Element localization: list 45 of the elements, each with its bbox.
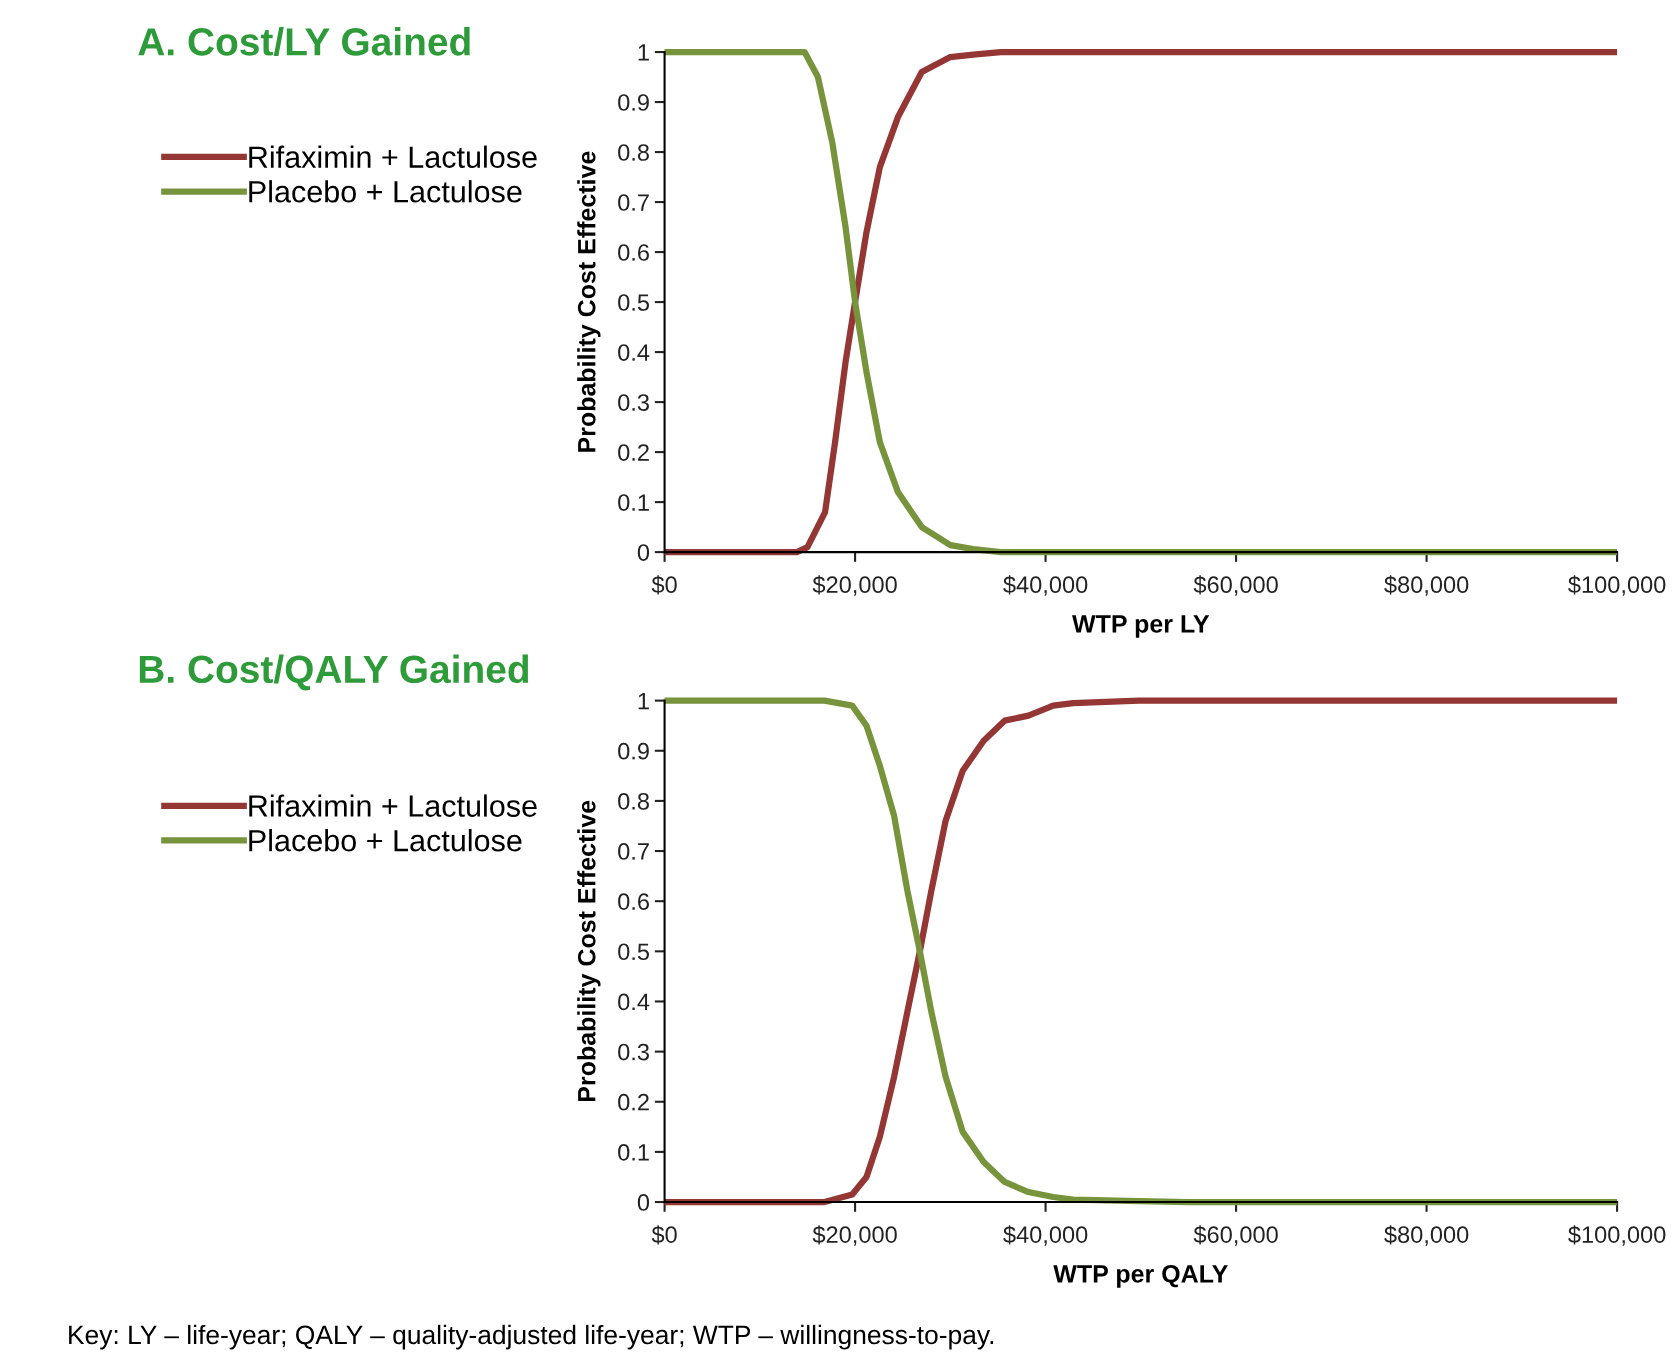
y-tick-label: 0.8 <box>618 144 649 161</box>
y-tick-label: 0.6 <box>618 244 649 261</box>
x-tick-label: $60,000 <box>1193 1225 1278 1246</box>
y-tick-label: 0.3 <box>618 1043 649 1061</box>
x-tick-label: $60,000 <box>1193 575 1278 596</box>
y-tick-label: 0.1 <box>618 1143 649 1161</box>
y-tick-label: 1 <box>638 692 649 710</box>
x-tick-label: $20,000 <box>812 1225 897 1246</box>
y-tick-label: 0.8 <box>618 792 649 810</box>
x-tick-label: $80,000 <box>1384 1225 1469 1246</box>
y-tick-label: 0.5 <box>618 294 650 311</box>
y-tick-label: 0.5 <box>618 943 650 961</box>
y-tick-label: 0 <box>637 1194 650 1211</box>
x-tick-label: $100,000 <box>1568 1225 1666 1246</box>
x-axis-title: WTP per QALY <box>1053 1264 1228 1288</box>
y-tick-label: 0.3 <box>618 394 649 411</box>
y-axis-title: Probability Cost Effective <box>577 151 601 452</box>
x-tick-label: $40,000 <box>1003 575 1088 596</box>
y-tick-label: 0.1 <box>618 494 649 511</box>
y-tick-label: 0.6 <box>618 893 649 910</box>
x-tick-label: $0 <box>651 1225 677 1245</box>
legend-label: Placebo + Lactulose <box>249 829 522 852</box>
y-axis-title: Probability Cost Effective <box>577 800 601 1102</box>
y-tick-label: 1 <box>638 44 649 61</box>
x-tick-label: $40,000 <box>1003 1225 1088 1246</box>
y-tick-label: 0.9 <box>618 742 649 760</box>
text: B. Cost/QALY Gained <box>139 654 529 691</box>
y-tick-label: 0 <box>637 544 650 561</box>
y-tick-label: 0.2 <box>618 1093 649 1111</box>
y-tick-label: 0.2 <box>618 444 649 461</box>
x-tick-label: $100,000 <box>1568 575 1666 596</box>
x-axis-title: WTP per LY <box>1072 615 1210 638</box>
legend-label: Rifaximin + Lactulose <box>249 794 537 817</box>
legend-label: Rifaximin + Lactulose <box>249 145 537 168</box>
y-tick-label: 0.7 <box>618 843 649 860</box>
text: Key: LY – life-year; QALY – quality-adjusted life-year; WTP – willingness-to-pay. <box>69 1324 994 1350</box>
y-tick-label: 0.7 <box>618 194 649 211</box>
y-tick-label: 0.9 <box>618 94 649 111</box>
y-tick-label: 0.4 <box>618 993 650 1011</box>
x-tick-label: $0 <box>651 575 677 595</box>
text: A. Cost/LY Gained <box>138 27 470 57</box>
legend-label: Placebo + Lactulose <box>249 180 522 203</box>
x-tick-label: $80,000 <box>1384 575 1469 596</box>
y-tick-label: 0.4 <box>618 344 650 361</box>
x-tick-label: $20,000 <box>812 575 897 596</box>
